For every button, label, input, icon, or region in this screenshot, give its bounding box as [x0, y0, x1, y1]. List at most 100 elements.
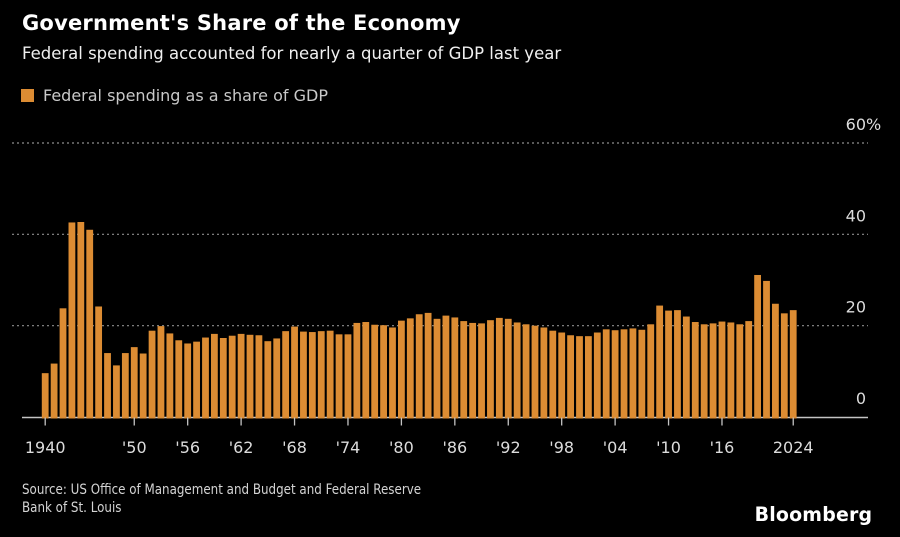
- bar-1990: [487, 320, 494, 419]
- bar-2013: [691, 322, 699, 419]
- x-tick-label-1980: '80: [389, 438, 414, 457]
- bar-2008: [647, 324, 655, 419]
- bar-1947: [104, 353, 111, 419]
- bar-1961: [228, 335, 236, 419]
- bar-1963: [246, 334, 254, 419]
- bar-1999: [567, 335, 574, 419]
- y-axis-unit-percent: %: [866, 115, 881, 134]
- legend-swatch-icon: [21, 88, 34, 102]
- x-tick-label-1968: '68: [282, 438, 307, 457]
- x-tick-label-2004: '04: [603, 438, 628, 457]
- bar-1981: [406, 318, 414, 419]
- chart-title: Government's Share of the Economy: [22, 11, 461, 35]
- bar-1958: [202, 337, 209, 419]
- bar-1978: [380, 325, 387, 419]
- bar-2012: [682, 316, 690, 419]
- bar-1996: [540, 327, 548, 419]
- bar-1983: [424, 312, 432, 419]
- bar-1960: [219, 338, 227, 419]
- bar-1950: [130, 347, 138, 419]
- bar-2020: [754, 274, 761, 419]
- legend-label: Federal spending as a share of GDP: [43, 85, 328, 105]
- bar-1949: [121, 353, 129, 419]
- x-tick-label-2010: '10: [656, 438, 681, 457]
- bar-1968: [291, 326, 298, 419]
- bar-1997: [549, 330, 557, 419]
- bar-1985: [442, 315, 450, 419]
- y-tick-label-60: 60: [846, 115, 866, 134]
- bar-2006: [629, 328, 637, 419]
- y-tick-label-40: 40: [846, 206, 866, 225]
- bar-1951: [139, 353, 147, 419]
- x-tick-label-1986: '86: [442, 438, 467, 457]
- x-tick-label-2016: '16: [710, 438, 735, 457]
- bar-1952: [148, 330, 156, 419]
- x-tick-label-1974: '74: [336, 438, 361, 457]
- bar-1984: [433, 318, 441, 419]
- bar-1989: [478, 323, 485, 419]
- bar-2014: [700, 324, 708, 419]
- x-tick-label-2024: 2024: [773, 438, 814, 457]
- bar-2017: [727, 322, 735, 419]
- bar-1940: [41, 373, 49, 419]
- bar-2010: [665, 310, 672, 419]
- bar-2007: [638, 329, 646, 419]
- bar-2009: [656, 305, 664, 419]
- bar-2001: [585, 336, 592, 419]
- bar-1969: [300, 331, 307, 419]
- bar-1957: [193, 341, 200, 419]
- bar-2018: [736, 324, 744, 419]
- bar-1991: [495, 317, 503, 419]
- legend: Federal spending as a share of GDP: [21, 85, 328, 105]
- bar-1986: [451, 317, 459, 419]
- bar-1956: [184, 343, 192, 419]
- bar-1965: [264, 341, 272, 419]
- bar-1964: [255, 335, 263, 419]
- bar-2024: [789, 310, 797, 419]
- bar-1942: [59, 308, 67, 419]
- y-tick-label-0: 0: [856, 389, 866, 408]
- source-note: Source: US Office of Management and Budg…: [22, 482, 422, 516]
- bar-1967: [282, 331, 290, 419]
- x-tick-label-1962: '62: [229, 438, 254, 457]
- bar-2021: [763, 280, 770, 419]
- bar-1987: [460, 321, 468, 419]
- bar-1959: [210, 333, 218, 419]
- bar-1973: [335, 334, 343, 419]
- bar-1954: [166, 333, 174, 419]
- bar-1946: [95, 306, 103, 419]
- bar-1971: [317, 331, 325, 419]
- bar-1976: [362, 322, 370, 419]
- bar-1995: [531, 325, 539, 419]
- bar-1980: [398, 320, 405, 419]
- bar-1979: [389, 327, 396, 419]
- x-tick-label-1956: '56: [175, 438, 200, 457]
- bar-1941: [50, 363, 58, 419]
- bar-2002: [593, 332, 601, 419]
- bar-1948: [113, 365, 120, 419]
- bar-1975: [353, 322, 361, 419]
- y-tick-label-20: 20: [846, 298, 866, 317]
- x-tick-label-1992: '92: [496, 438, 521, 457]
- bar-2000: [576, 336, 583, 419]
- bar-1977: [371, 324, 379, 419]
- chart-subtitle: Federal spending accounted for nearly a …: [22, 44, 562, 63]
- bar-2004: [611, 330, 619, 419]
- bar-1943: [68, 222, 76, 419]
- bar-1966: [273, 338, 281, 419]
- bar-2019: [745, 321, 753, 419]
- bar-1974: [344, 334, 352, 419]
- bar-1982: [415, 314, 423, 419]
- bar-2023: [780, 313, 788, 419]
- bloomberg-logo: Bloomberg: [754, 503, 872, 526]
- bar-2011: [674, 310, 681, 419]
- bar-2022: [772, 303, 779, 419]
- bar-2003: [602, 329, 610, 419]
- bar-1970: [308, 332, 316, 419]
- bar-1955: [175, 340, 183, 419]
- bar-2005: [620, 329, 628, 419]
- bar-1953: [157, 326, 165, 419]
- bar-1945: [86, 229, 94, 419]
